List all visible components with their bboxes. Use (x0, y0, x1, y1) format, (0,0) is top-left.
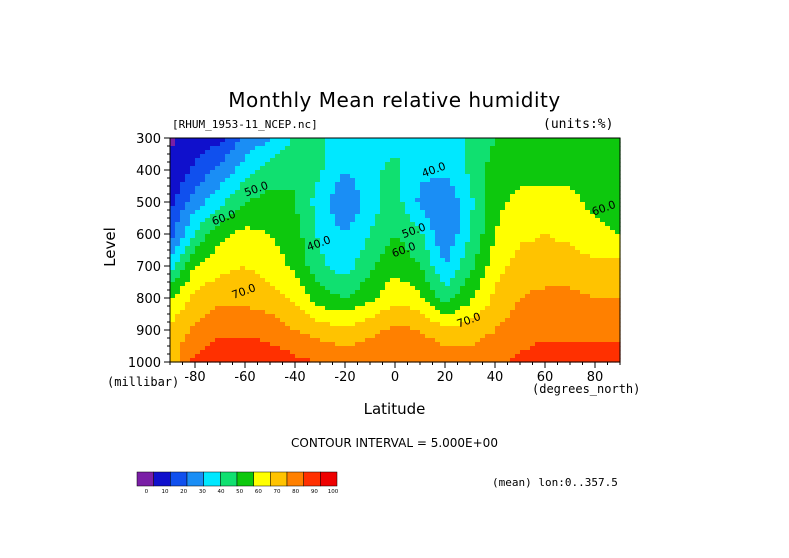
x-tick-label: 60 (537, 370, 554, 385)
colorbar-swatch (303, 471, 321, 487)
colorbar-tick-label: 80 (292, 489, 299, 495)
chart-title: Monthly Mean relative humidity (228, 88, 561, 112)
units-label: (units:%) (543, 117, 614, 132)
x-tick-label: -20 (334, 370, 355, 385)
colorbar-tick-label: 0 (145, 489, 149, 495)
y-tick-label: 500 (136, 196, 161, 211)
plot-area (170, 138, 621, 363)
colorbar-swatch (320, 471, 338, 487)
x-tick-label: -40 (284, 370, 305, 385)
colorbar-tick-label: 50 (236, 489, 243, 495)
x-tick-label: 0 (391, 370, 399, 385)
colorbar: 0 10 20 30 40 50 60 70 80 90 100 (136, 471, 339, 495)
x-tick-label: -60 (234, 370, 255, 385)
colorbar-tick-label: 40 (218, 489, 225, 495)
y-tick-label: 300 (136, 132, 161, 147)
colorbar-swatch (286, 471, 304, 487)
colorbar-swatch (203, 471, 221, 487)
colorbar-swatch (270, 471, 288, 487)
y-tick-label: 1000 (128, 356, 161, 371)
colorbar-tick-label: 70 (274, 489, 281, 495)
dataset-label: [RHUM_1953-11_NCEP.nc] (172, 118, 318, 131)
x-tick-label: -80 (184, 370, 205, 385)
x-tick-label: 40 (487, 370, 504, 385)
colorbar-tick-label: 60 (255, 489, 262, 495)
colorbar-tick-label: 90 (311, 489, 318, 495)
colorbar-swatch (220, 471, 238, 487)
y-axis-units: (millibar) (107, 375, 180, 389)
colorbar-tick-label: 10 (162, 489, 169, 495)
colorbar-swatch (136, 471, 154, 487)
colorbar-swatch (170, 471, 188, 487)
colorbar-swatch (153, 471, 171, 487)
y-tick-label: 700 (136, 260, 161, 275)
mean-longitude-text: (mean) lon:0..357.5 (492, 476, 618, 489)
colorbar-swatch (186, 471, 204, 487)
colorbar-swatch (253, 471, 271, 487)
x-axis-units: (degrees_north) (532, 382, 641, 396)
colorbar-tick-label: 30 (199, 489, 206, 495)
x-tick-label: 80 (587, 370, 604, 385)
y-tick-label: 800 (136, 292, 161, 307)
y-tick-label: 400 (136, 164, 161, 179)
colorbar-swatch (236, 471, 254, 487)
y-tick-label: 900 (136, 324, 161, 339)
x-axis-label: Latitude (363, 400, 426, 418)
contour-interval-text: CONTOUR INTERVAL = 5.000E+00 (291, 436, 498, 450)
colorbar-tick-label: 20 (180, 489, 187, 495)
colorbar-tick-label: 100 (328, 489, 339, 495)
x-tick-label: 20 (437, 370, 454, 385)
y-tick-label: 600 (136, 228, 161, 243)
